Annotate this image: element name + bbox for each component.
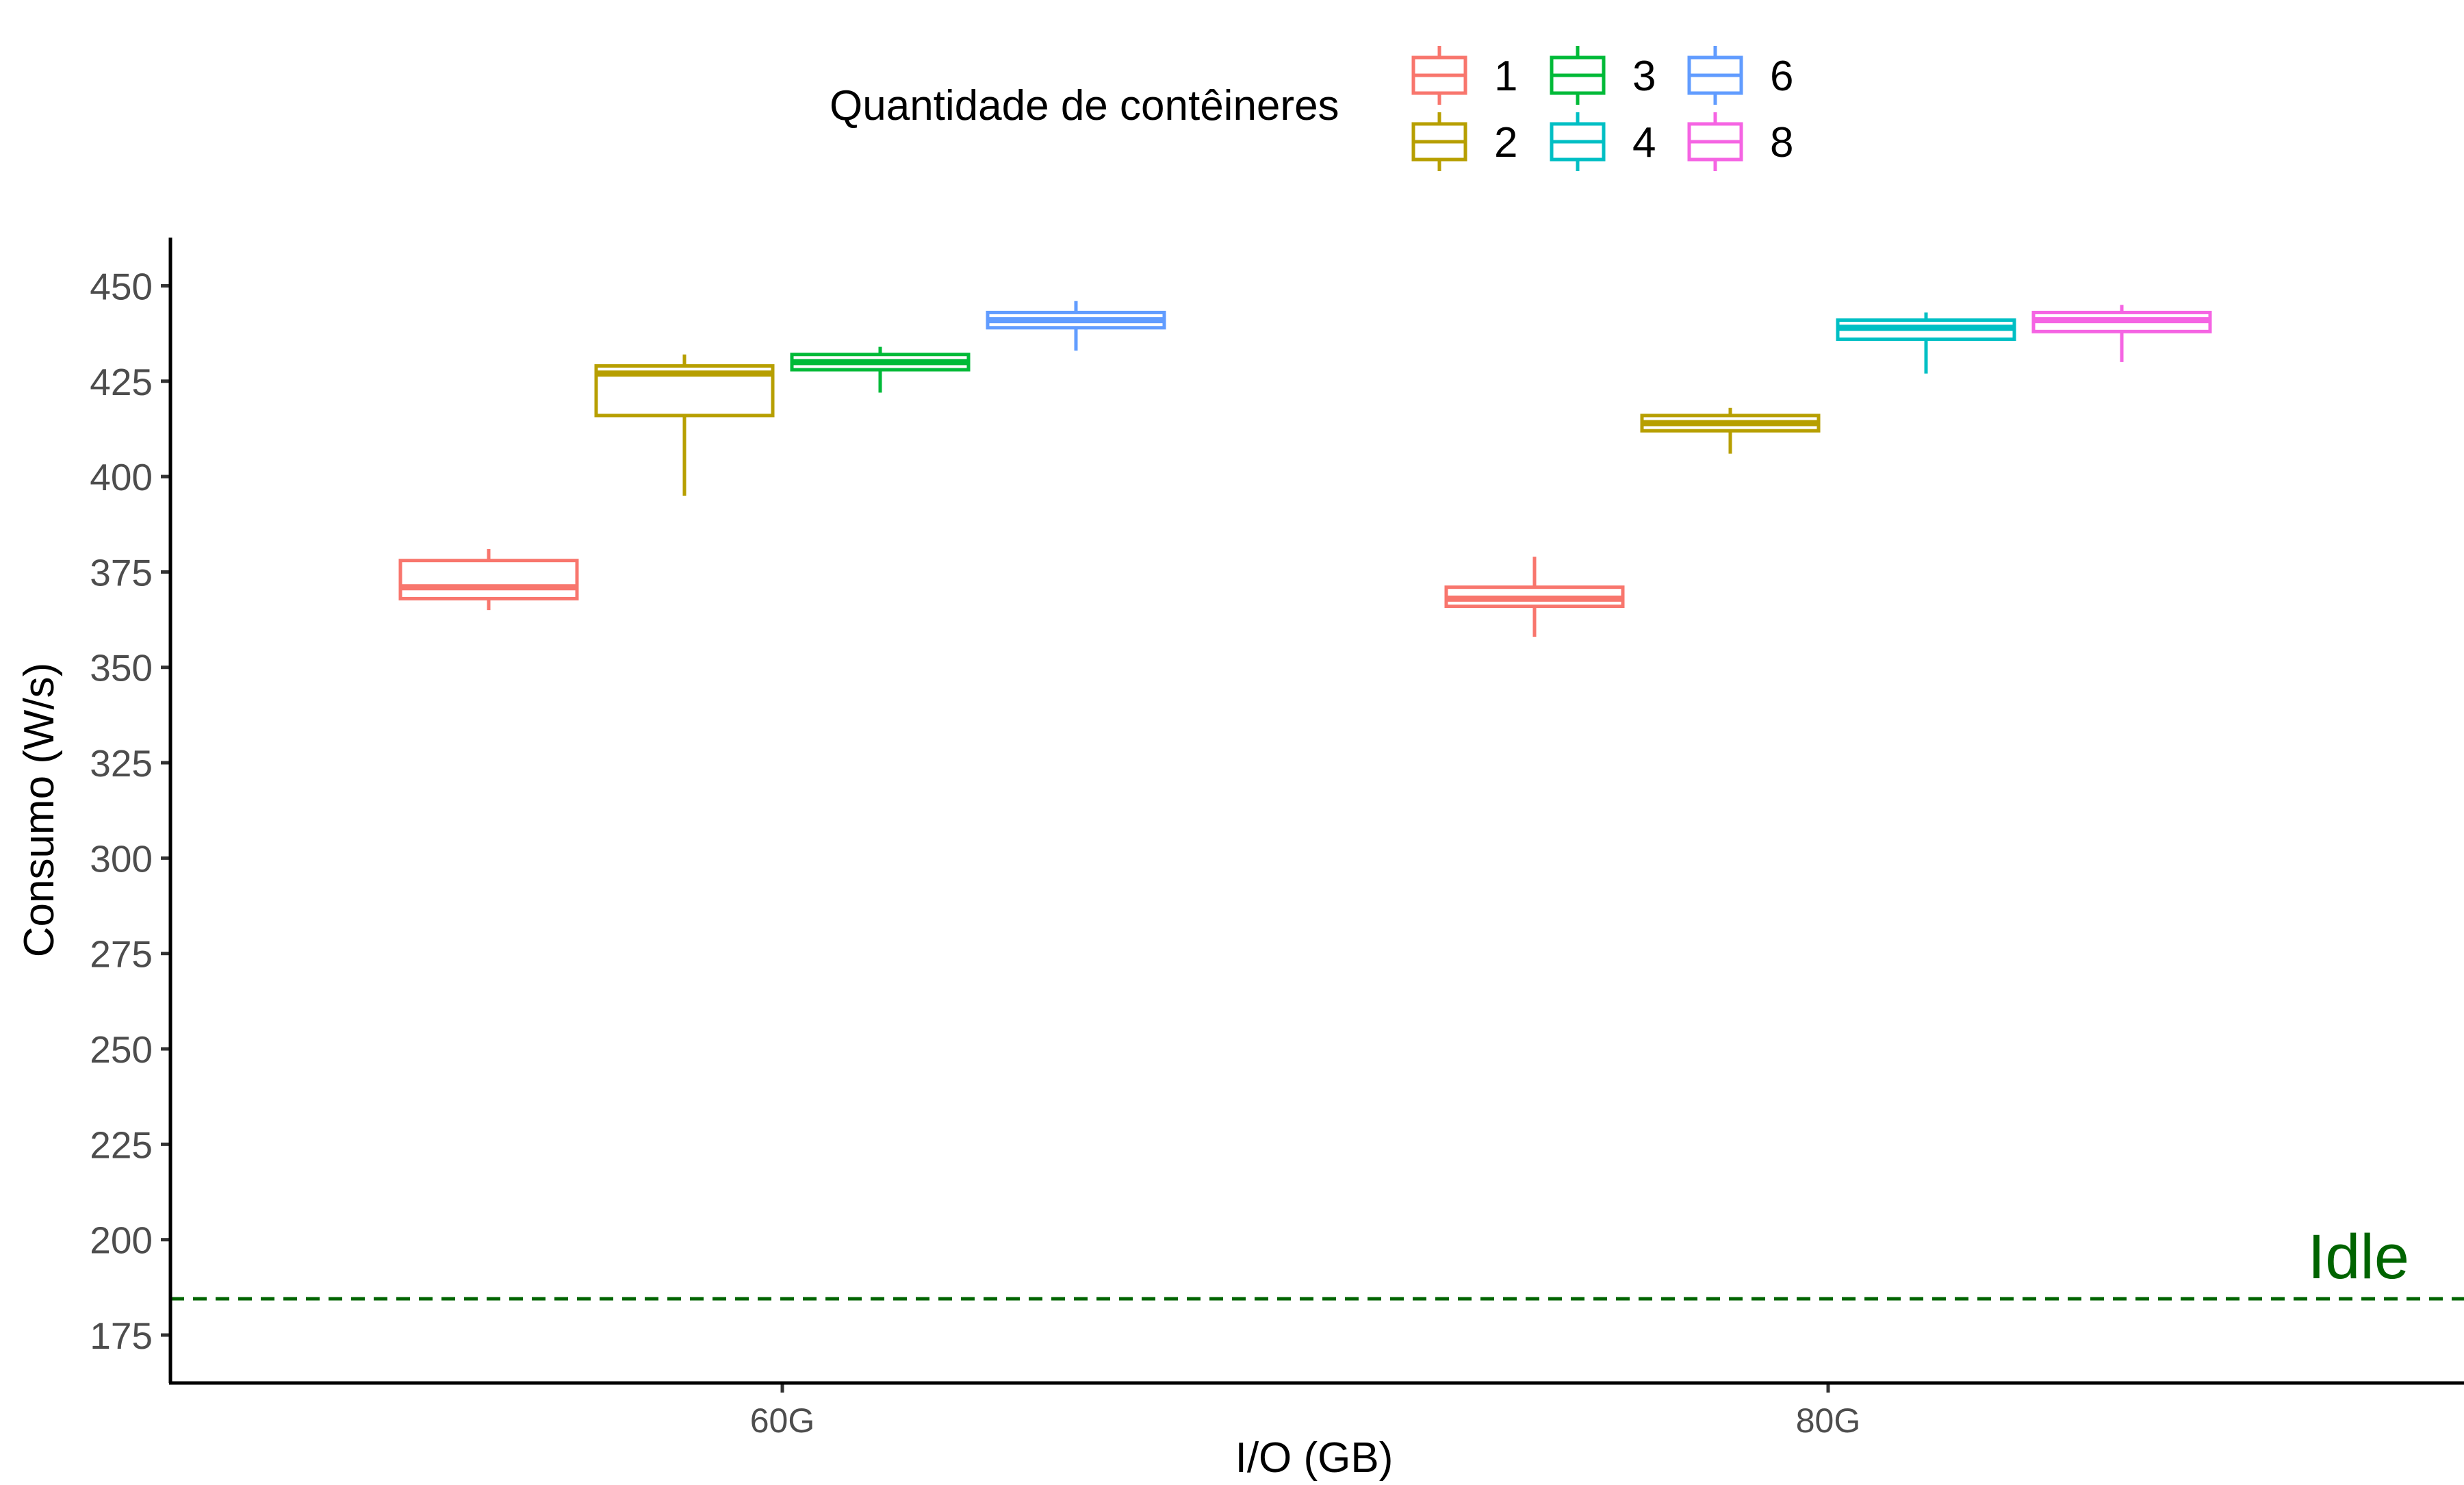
box-series-2-60G	[594, 354, 775, 496]
y-tick-label: 325	[90, 742, 153, 785]
box-series-1-60G	[398, 548, 579, 611]
box-iqr	[398, 559, 579, 600]
plot-area: 175 200 225 250 275 300 325 350 375 400 425 450 60G…	[90, 238, 2464, 1440]
legend-entry-6: 6	[1687, 46, 1793, 105]
legend-entry-3: 3	[1550, 46, 1656, 105]
y-tick-label: 275	[90, 933, 153, 976]
idle-label: Idle	[2308, 1222, 2409, 1292]
legend-label: 3	[1632, 53, 1656, 100]
y-tick-label: 400	[90, 456, 153, 498]
legend-title: Quantidade de contêineres	[830, 82, 1339, 129]
box-series-6-60G	[986, 301, 1166, 351]
y-tick-label: 200	[90, 1219, 153, 1262]
legend-entry-2: 2	[1411, 112, 1517, 171]
y-tick-label: 250	[90, 1028, 153, 1071]
legend-entry-8: 8	[1687, 112, 1793, 171]
legend-label: 1	[1494, 53, 1517, 100]
x-axis-ticks: 60G 80G	[750, 1383, 1861, 1440]
legend-label: 2	[1494, 119, 1517, 166]
legend-entry-4: 4	[1550, 112, 1656, 171]
box-series-2-80G	[1640, 407, 1821, 454]
y-tick-label: 225	[90, 1124, 153, 1166]
reference-line: Idle	[170, 1222, 2464, 1301]
y-axis-ticks: 175 200 225 250 275 300 325 350 375 400 425 450	[90, 265, 170, 1357]
legend: Quantidade de contêineres 1 2 3 4 6 8	[830, 46, 1793, 171]
boxes	[398, 301, 2212, 637]
legend-label: 6	[1770, 53, 1793, 100]
x-tick-label: 60G	[750, 1401, 815, 1440]
y-tick-label: 375	[90, 551, 153, 594]
legend-keys: 1 2 3 4 6 8	[1411, 46, 1793, 171]
y-tick-label: 300	[90, 837, 153, 880]
y-axis-title: Consumo (W/s)	[16, 663, 63, 958]
box-series-3-60G	[790, 346, 971, 393]
box-series-8-80G	[2031, 305, 2212, 362]
y-tick-label: 450	[90, 265, 153, 307]
y-tick-label: 425	[90, 361, 153, 403]
legend-label: 4	[1632, 119, 1656, 166]
x-axis-title: I/O (GB)	[1235, 1434, 1394, 1482]
legend-entry-1: 1	[1411, 46, 1517, 105]
y-tick-label: 350	[90, 647, 153, 689]
box-series-4-80G	[1836, 312, 2016, 374]
x-tick-label: 80G	[1796, 1401, 1861, 1440]
box-series-1-80G	[1444, 557, 1625, 637]
y-tick-label: 175	[90, 1315, 153, 1357]
legend-label: 8	[1770, 119, 1793, 166]
